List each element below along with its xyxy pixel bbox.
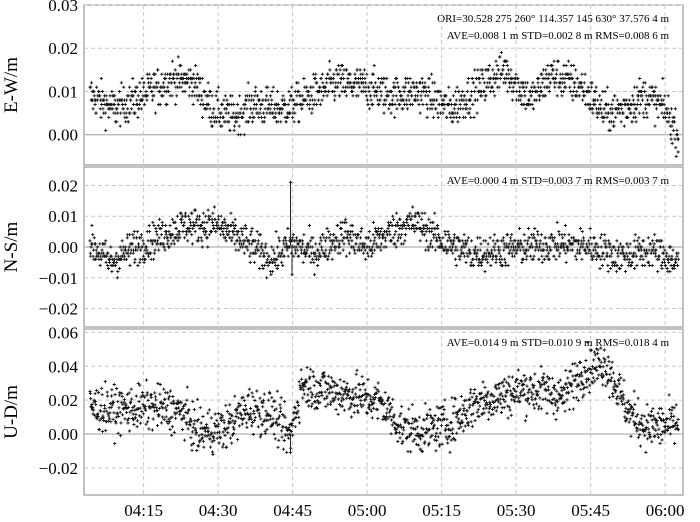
data-points bbox=[88, 51, 681, 158]
stats-annotation: AVE=0.008 1 m STD=0.002 8 m RMS=0.008 6 … bbox=[447, 30, 670, 42]
x-tick-label: 05:15 bbox=[422, 501, 461, 520]
outlier-point bbox=[288, 451, 293, 455]
plot-frame bbox=[83, 328, 684, 496]
y-tick-label: 0.03 bbox=[48, 0, 78, 15]
y-tick-label: 0.04 bbox=[48, 357, 78, 376]
y-tick-label: 0.01 bbox=[48, 82, 78, 101]
x-tick-label: 06:00 bbox=[646, 501, 685, 520]
outlier-point bbox=[288, 180, 293, 184]
x-tick-label: 04:45 bbox=[273, 501, 312, 520]
data-series bbox=[88, 51, 681, 158]
x-tick-label: 05:00 bbox=[348, 501, 387, 520]
x-tick-label: 04:30 bbox=[199, 501, 238, 520]
y-tick-label: 0.02 bbox=[48, 39, 78, 58]
y-tick-label: 0.06 bbox=[48, 323, 78, 342]
y-tick-label: 0.02 bbox=[48, 176, 78, 195]
data-points bbox=[88, 205, 681, 280]
y-axis-label: N-S/m bbox=[1, 221, 22, 272]
data-series bbox=[88, 180, 681, 280]
y-tick-label: −0.02 bbox=[39, 459, 78, 478]
y-tick-label: 0.00 bbox=[48, 238, 78, 257]
y-tick-label: 0.00 bbox=[48, 126, 78, 145]
stats-annotation: ORI=30.528 275 260° 114.357 145 630° 37.… bbox=[437, 13, 669, 25]
y-tick-label: 0.00 bbox=[48, 425, 78, 444]
y-tick-label: 0.01 bbox=[48, 207, 78, 226]
panel-1: 0.00 0.01 0.02 0.03 E-W/m ORI=30.528 275 260°… bbox=[1, 0, 684, 166]
x-tick-label: 04:15 bbox=[124, 501, 163, 520]
y-tick-label: −0.02 bbox=[39, 300, 78, 319]
y-axis-label: U-D/m bbox=[1, 385, 22, 439]
x-tick-label: 05:45 bbox=[571, 501, 610, 520]
y-axis-label: E-W/m bbox=[1, 57, 22, 113]
data-points bbox=[88, 340, 681, 457]
panel-2: −0.02 −0.01 0.00 0.01 0.02 N-S/m AVE=0.000 4 m… bbox=[1, 166, 684, 328]
data-series bbox=[88, 340, 681, 457]
y-tick-label: 0.02 bbox=[48, 391, 78, 410]
stats-annotation: AVE=0.000 4 m STD=0.003 7 m RMS=0.003 7 … bbox=[447, 175, 670, 187]
stats-annotation: AVE=0.014 9 m STD=0.010 9 m RMS=0.018 4 … bbox=[447, 337, 670, 349]
x-tick-label: 05:30 bbox=[497, 501, 536, 520]
plot-frame bbox=[83, 4, 684, 166]
outlier-point bbox=[290, 273, 294, 277]
y-tick-label: −0.01 bbox=[39, 269, 78, 288]
panel-3: −0.02 0.00 0.02 0.04 0.06 U-D/m AVE=0.014 9 m … bbox=[1, 323, 684, 496]
